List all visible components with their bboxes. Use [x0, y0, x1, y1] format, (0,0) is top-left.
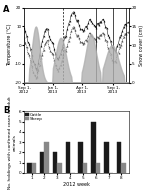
Bar — [32, 163, 36, 173]
Text: B: B — [3, 107, 9, 115]
Bar — [91, 122, 96, 173]
Bar — [121, 163, 126, 173]
Y-axis label: Snow cover (cm): Snow cover (cm) — [139, 25, 144, 66]
Y-axis label: No. holdings with confirmed cases in adult animals: No. holdings with confirmed cases in adu… — [8, 96, 16, 189]
Bar — [83, 163, 87, 173]
Bar — [45, 142, 49, 173]
X-axis label: 2012 week: 2012 week — [63, 182, 90, 187]
Bar — [66, 142, 70, 173]
Text: A: A — [3, 5, 9, 14]
Bar — [96, 163, 100, 173]
Legend: Cattle, Sheep: Cattle, Sheep — [24, 112, 43, 122]
Y-axis label: Temperature (°C): Temperature (°C) — [7, 24, 12, 66]
Bar — [78, 142, 83, 173]
Bar — [117, 142, 121, 173]
Bar — [27, 163, 32, 173]
Bar — [40, 152, 45, 173]
Bar — [57, 163, 62, 173]
Bar — [53, 152, 57, 173]
Bar — [104, 142, 108, 173]
